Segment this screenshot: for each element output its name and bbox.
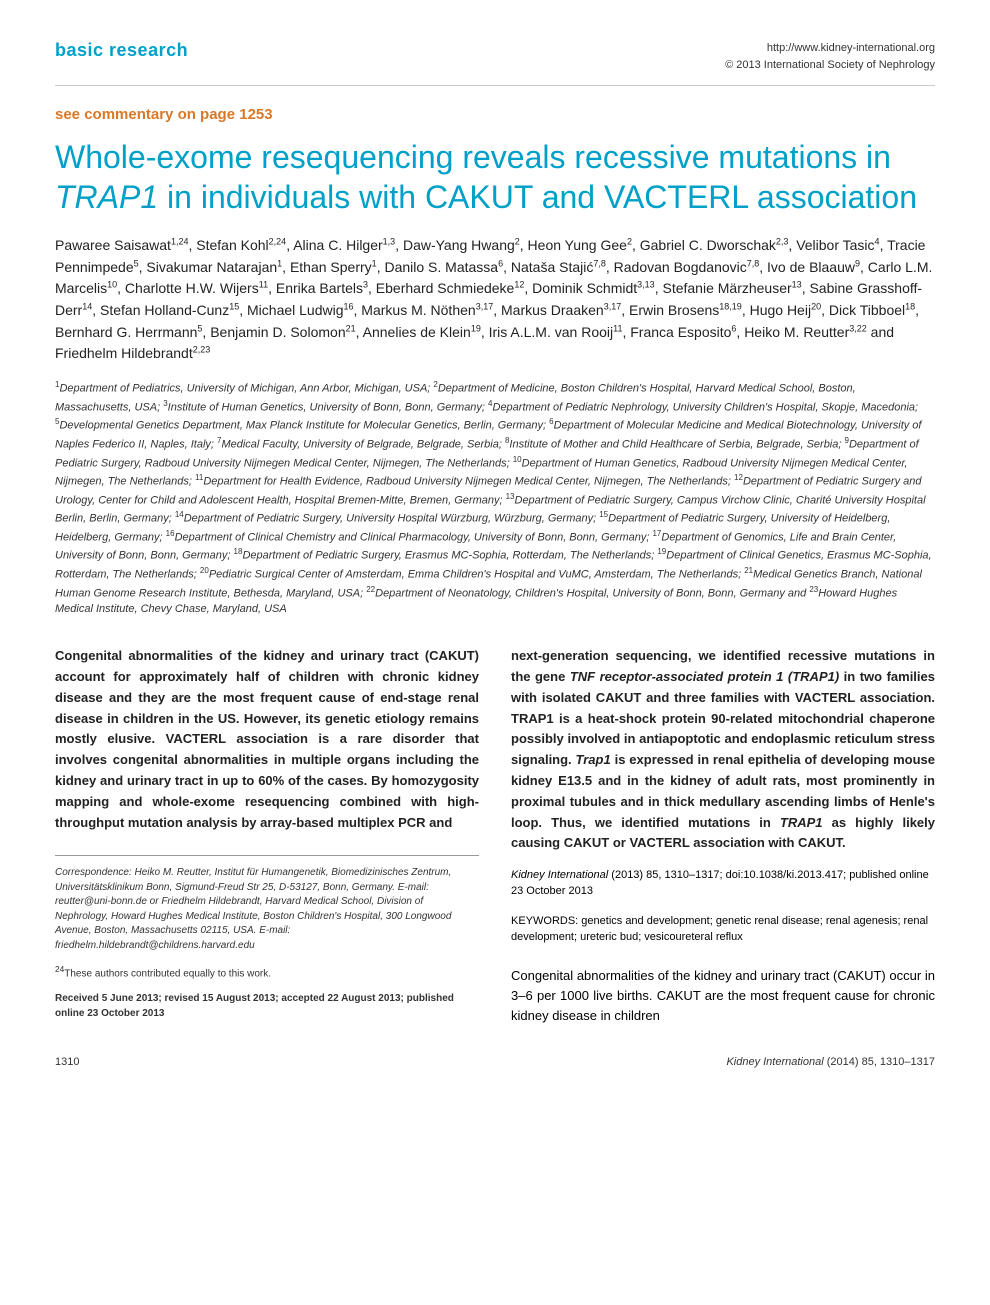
author-list: Pawaree Saisawat1,24, Stefan Kohl2,24, A… <box>55 235 935 365</box>
publication-dates: Received 5 June 2013; revised 15 August … <box>55 992 479 1021</box>
abstract-gene3: TRAP1 <box>780 815 823 830</box>
correspondence-text: Correspondence: Heiko M. Reutter, Instit… <box>55 866 479 953</box>
header-meta: http://www.kidney-international.org © 20… <box>725 40 935 73</box>
two-column-layout: Congenital abnormalities of the kidney a… <box>55 646 935 1026</box>
page-number: 1310 <box>55 1056 79 1068</box>
copyright-line: © 2013 International Society of Nephrolo… <box>725 57 935 74</box>
equal-contrib-text: These authors contributed equally to thi… <box>64 969 271 980</box>
footer-citation-details: (2014) 85, 1310–1317 <box>824 1056 935 1068</box>
abstract-right: next-generation sequencing, we identifie… <box>511 646 935 854</box>
title-text-pre: Whole-exome resequencing reveals recessi… <box>55 139 891 175</box>
affiliations-list: 1Department of Pediatrics, University of… <box>55 379 935 618</box>
footer-citation: Kidney International (2014) 85, 1310–131… <box>726 1056 935 1068</box>
right-column: next-generation sequencing, we identifie… <box>511 646 935 1026</box>
page-container: basic research http://www.kidney-interna… <box>0 0 990 1098</box>
abstract-left: Congenital abnormalities of the kidney a… <box>55 646 479 833</box>
equal-contribution-note: 24These authors contributed equally to t… <box>55 963 479 982</box>
body-paragraph: Congenital abnormalities of the kidney a… <box>511 966 935 1026</box>
title-text-post: in individuals with CAKUT and VACTERL as… <box>158 179 917 215</box>
abstract-gene1: TNF receptor-associated protein 1 (TRAP1… <box>570 669 839 684</box>
page-footer: 1310 Kidney International (2014) 85, 131… <box>55 1056 935 1068</box>
article-title: Whole-exome resequencing reveals recessi… <box>55 137 935 217</box>
journal-citation: Kidney International (2013) 85, 1310–131… <box>511 868 935 899</box>
title-gene-name: TRAP1 <box>55 179 158 215</box>
footer-journal-name: Kidney International <box>726 1056 823 1068</box>
journal-name: Kidney International <box>511 869 608 881</box>
commentary-link[interactable]: see commentary on page 1253 <box>55 106 935 123</box>
keywords-block: KEYWORDS: genetics and development; gene… <box>511 913 935 946</box>
journal-url[interactable]: http://www.kidney-international.org <box>725 40 935 57</box>
left-column: Congenital abnormalities of the kidney a… <box>55 646 479 1026</box>
abstract-gene2: Trap1 <box>576 752 611 767</box>
correspondence-block: Correspondence: Heiko M. Reutter, Instit… <box>55 855 479 1021</box>
section-label: basic research <box>55 40 188 61</box>
page-header: basic research http://www.kidney-interna… <box>55 40 935 86</box>
